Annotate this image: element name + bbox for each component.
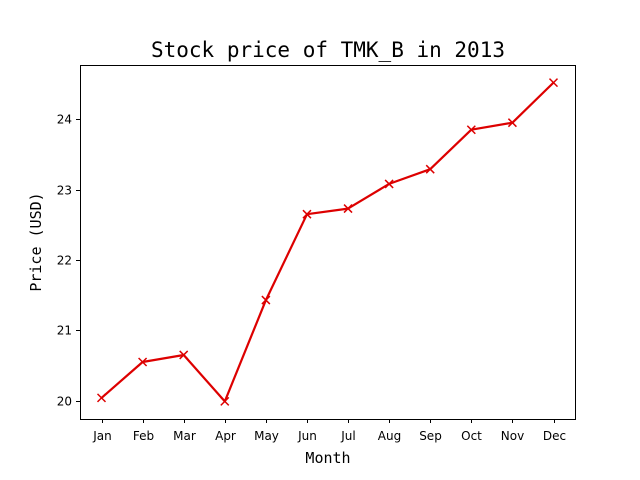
data-point-marker [179,350,189,360]
y-tick-label: 22 [57,254,72,268]
plot-area-frame [80,65,576,420]
x-tick-label: Aug [378,429,401,443]
y-axis: 20 21 22 23 24 [57,113,80,409]
y-axis-label: Price (USD) [27,192,45,291]
y-tick-label: 21 [57,324,72,338]
x-tick-label: Mar [173,429,196,443]
x-tick-label: Jul [340,429,355,443]
x-axis-label: Month [305,449,350,467]
series-line [100,81,555,403]
data-point-marker [96,393,107,403]
x-tick-label: Nov [501,429,524,443]
data-point-marker [302,209,312,219]
data-point-marker [507,118,517,128]
data-point-marker [261,295,271,305]
series-layer [96,78,559,406]
data-point-marker [548,78,559,88]
x-tick-label: Jun [297,429,317,443]
x-tick-label: Jan [92,429,112,443]
y-tick-label: 24 [57,113,72,127]
data-point-marker [343,204,353,214]
x-tick-label: Apr [215,429,236,443]
y-tick-label: 20 [57,395,72,409]
chart-title: Stock price of TMK_B in 2013 [151,38,505,62]
x-tick-label: May [254,429,279,443]
x-tick-label: Dec [543,429,566,443]
data-point-marker [220,396,230,406]
x-tick-label: Feb [133,429,154,443]
x-tick-label: Sep [419,429,442,443]
x-axis: Jan Feb Mar Apr May Jun Jul Aug Sep Oct Nov Dec [92,419,566,443]
y-tick-label: 23 [57,184,72,198]
x-tick-label: Oct [461,429,482,443]
data-point-marker [384,179,394,189]
data-point-marker [466,125,476,135]
data-point-marker [138,357,148,367]
data-point-marker [425,164,435,174]
